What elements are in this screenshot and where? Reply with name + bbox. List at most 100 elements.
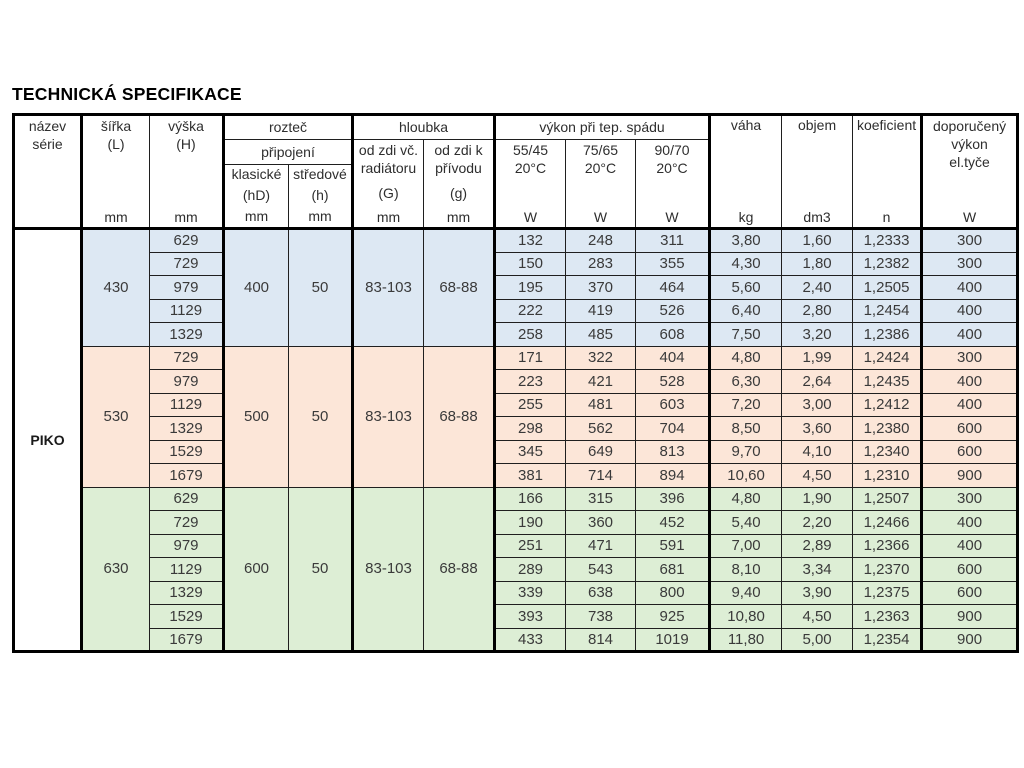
vyska-label: výška (H) — [168, 118, 204, 153]
klasicke-sub: (hD) — [242, 187, 271, 203]
cell-koeficient: 1,2380 — [852, 416, 924, 441]
col-header-klasicke: klasické (hD) mm — [223, 164, 289, 229]
cell-objem: 4,10 — [781, 439, 854, 464]
stredove-unit: mm — [308, 208, 332, 224]
cell-vykon-7565: 283 — [565, 251, 637, 276]
table-row: 729 190 360 452 5,40 2,20 1,2466 400 — [13, 510, 1019, 535]
cell-od-zdi-k: 68-88 — [422, 227, 497, 347]
cell-vaha: 4,80 — [709, 486, 783, 511]
cell-vykon-7565: 814 — [565, 627, 637, 652]
cell-vykon-5545: 132 — [494, 227, 567, 253]
cell-vykon-9070: 608 — [635, 322, 712, 347]
cell-doporuceny: 300 — [921, 251, 1019, 276]
vaha-unit: kg — [738, 209, 754, 225]
table-row: 1679 381 714 894 10,60 4,50 1,2310 900 — [13, 463, 1019, 488]
cell-vykon-9070: 311 — [635, 227, 712, 253]
col-header-doporuceny: doporučený výkon el.tyče W — [921, 114, 1019, 229]
col-header-koeficient: koeficient n — [852, 114, 924, 229]
cell-klasicke: 600 — [223, 486, 289, 652]
cell-vykon-5545: 298 — [494, 416, 567, 441]
cell-doporuceny: 300 — [921, 486, 1019, 511]
header-row-2: připojení od zdi vč. radiátoru (G) mm od… — [14, 139, 1018, 229]
cell-vykon-7565: 471 — [565, 533, 637, 558]
cell-vykon-5545: 339 — [494, 580, 567, 605]
cell-vaha: 10,80 — [709, 604, 783, 629]
t5545-label: 55/45 20°C — [512, 142, 549, 177]
col-header-5545: 55/45 20°C W — [494, 139, 567, 229]
cell-vykon-7565: 360 — [565, 510, 637, 535]
cell-vykon-7565: 248 — [565, 227, 637, 253]
cell-vykon-5545: 433 — [494, 627, 567, 652]
t7565-label: 75/65 20°C — [582, 142, 619, 177]
cell-klasicke: 500 — [223, 345, 289, 488]
cell-vykon-7565: 421 — [565, 369, 637, 394]
table-row: 1329 339 638 800 9,40 3,90 1,2375 600 — [13, 580, 1019, 605]
col-header-vyska: výška (H) mm — [149, 114, 225, 229]
cell-doporuceny: 600 — [921, 557, 1019, 582]
objem-unit: dm3 — [803, 209, 831, 225]
od-zdi-vc-sub: (G) — [378, 185, 399, 202]
cell-sirka: 630 — [81, 486, 150, 652]
vaha-label: váha — [730, 117, 762, 133]
cell-vyska: 979 — [149, 533, 225, 558]
table-header: název série šířka (L) mm výška (H) mm — [13, 114, 1019, 229]
cell-vykon-9070: 464 — [635, 275, 712, 300]
cell-vykon-7565: 543 — [565, 557, 637, 582]
cell-vykon-7565: 485 — [565, 322, 637, 347]
cell-vykon-7565: 738 — [565, 604, 637, 629]
cell-objem: 1,99 — [781, 345, 854, 370]
objem-label: objem — [797, 117, 837, 133]
table-row: 979 223 421 528 6,30 2,64 1,2435 400 — [13, 369, 1019, 394]
cell-vykon-7565: 714 — [565, 463, 637, 488]
table-row: 729 150 283 355 4,30 1,80 1,2382 300 — [13, 251, 1019, 276]
cell-koeficient: 1,2466 — [852, 510, 924, 535]
cell-vykon-7565: 638 — [565, 580, 637, 605]
cell-vyska: 729 — [149, 510, 225, 535]
cell-vaha: 9,70 — [709, 439, 783, 464]
t9070-label: 90/70 20°C — [654, 142, 690, 177]
klasicke-label: klasické — [231, 166, 282, 182]
cell-koeficient: 1,2333 — [852, 227, 924, 253]
cell-vykon-5545: 289 — [494, 557, 567, 582]
col-header-objem: objem dm3 — [781, 114, 854, 229]
spec-table: název série šířka (L) mm výška (H) mm — [12, 113, 1020, 653]
cell-vykon-5545: 258 — [494, 322, 567, 347]
table-row: 979 195 370 464 5,60 2,40 1,2505 400 — [13, 275, 1019, 300]
stredove-sub: (h) — [311, 187, 329, 203]
cell-doporuceny: 600 — [921, 416, 1019, 441]
cell-vyska: 979 — [149, 369, 225, 394]
header-row-1: název série šířka (L) mm výška (H) mm — [13, 114, 1019, 229]
cell-vaha: 11,80 — [709, 627, 783, 652]
cell-koeficient: 1,2375 — [852, 580, 924, 605]
cell-vaha: 7,20 — [709, 392, 783, 417]
col-header-roztec: rozteč — [223, 114, 354, 140]
nazev-serie-label: název série — [28, 118, 67, 153]
table-row: 1329 298 562 704 8,50 3,60 1,2380 600 — [13, 416, 1019, 441]
doporuceny-unit: W — [962, 209, 977, 225]
cell-objem: 4,50 — [781, 463, 854, 488]
cell-od-zdi-vc: 83-103 — [352, 486, 424, 652]
table-row: 1129 222 419 526 6,40 2,80 1,2454 400 — [13, 298, 1019, 323]
cell-vyska: 729 — [149, 345, 225, 370]
cell-vyska: 1529 — [149, 604, 225, 629]
cell-vyska: 1329 — [149, 580, 225, 605]
cell-sirka: 430 — [81, 227, 150, 347]
cell-doporuceny: 300 — [921, 345, 1019, 370]
cell-vykon-9070: 1019 — [635, 627, 712, 652]
stredove-label: středové — [293, 166, 347, 182]
col-header-9070: 90/70 20°C W — [635, 139, 712, 229]
cell-vyska: 629 — [149, 486, 225, 511]
col-header-sirka: šířka (L) mm — [81, 114, 150, 229]
cell-vykon-5545: 251 — [494, 533, 567, 558]
t7565-unit: W — [593, 209, 608, 225]
cell-koeficient: 1,2412 — [852, 392, 924, 417]
doporuceny-label: doporučený výkon el.tyče — [932, 118, 1007, 171]
cell-vykon-5545: 223 — [494, 369, 567, 394]
cell-koeficient: 1,2424 — [852, 345, 924, 370]
cell-vaha: 8,10 — [709, 557, 783, 582]
klasicke-unit: mm — [244, 208, 269, 224]
table-row: 1679 433 814 1019 11,80 5,00 1,2354 900 — [13, 627, 1019, 652]
sirka-label: šířka (L) — [100, 118, 132, 153]
col-header-od-zdi-k: od zdi k přívodu (g) mm — [422, 139, 497, 229]
cell-vaha: 4,80 — [709, 345, 783, 370]
